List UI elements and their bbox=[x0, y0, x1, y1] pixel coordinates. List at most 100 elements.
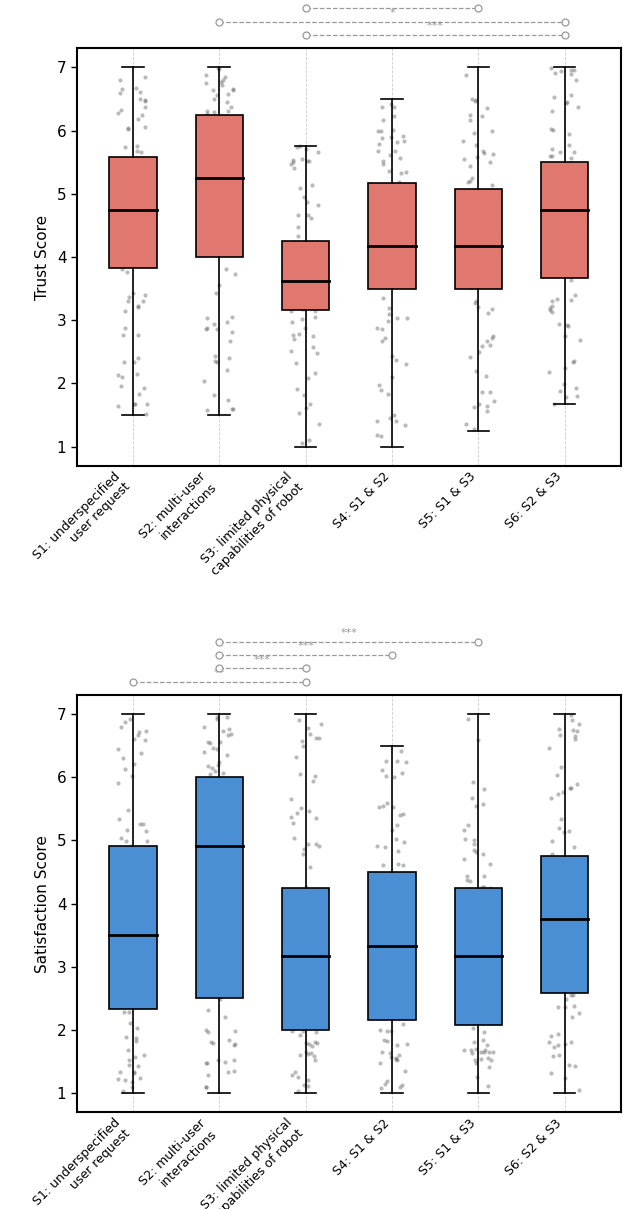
Point bbox=[287, 150, 298, 169]
Point bbox=[208, 965, 218, 984]
Point bbox=[385, 409, 396, 428]
Point bbox=[211, 910, 221, 930]
Point bbox=[304, 260, 314, 279]
Point bbox=[470, 951, 480, 971]
Point bbox=[557, 167, 568, 186]
Point bbox=[203, 941, 213, 960]
Point bbox=[484, 190, 494, 209]
Point bbox=[570, 729, 580, 748]
Point bbox=[113, 1069, 124, 1088]
Point bbox=[223, 391, 233, 410]
Point bbox=[113, 168, 124, 187]
Point bbox=[392, 815, 402, 834]
Point bbox=[394, 866, 404, 885]
Point bbox=[385, 943, 396, 962]
Point bbox=[562, 910, 572, 930]
Point bbox=[555, 141, 565, 161]
Point bbox=[204, 851, 214, 870]
Point bbox=[301, 151, 312, 170]
Point bbox=[294, 967, 305, 987]
Point bbox=[568, 838, 579, 857]
Point bbox=[392, 308, 402, 328]
Point bbox=[216, 202, 226, 221]
Point bbox=[474, 193, 484, 213]
Point bbox=[573, 929, 583, 948]
Point bbox=[119, 353, 129, 372]
Point bbox=[483, 256, 493, 276]
Point bbox=[481, 401, 492, 421]
Text: S6: S2 & S3: S6: S2 & S3 bbox=[504, 1116, 564, 1178]
Point bbox=[114, 183, 124, 202]
Point bbox=[303, 1071, 313, 1091]
Point bbox=[208, 867, 218, 886]
Point bbox=[125, 926, 135, 945]
Text: S1: underspecified
user request: S1: underspecified user request bbox=[30, 470, 133, 572]
Point bbox=[460, 65, 470, 85]
Point bbox=[138, 192, 148, 212]
Point bbox=[483, 1076, 493, 1095]
Point bbox=[548, 169, 558, 189]
Point bbox=[218, 175, 228, 195]
Point bbox=[201, 959, 211, 978]
Point bbox=[467, 253, 477, 272]
Point bbox=[560, 326, 570, 346]
Point bbox=[312, 343, 323, 363]
Point bbox=[136, 903, 147, 922]
Point bbox=[545, 921, 555, 941]
Point bbox=[557, 243, 568, 262]
Point bbox=[293, 226, 303, 245]
Point bbox=[568, 259, 578, 278]
Point bbox=[563, 864, 573, 884]
Point bbox=[140, 117, 150, 137]
Point bbox=[214, 989, 225, 1008]
Point bbox=[301, 192, 312, 212]
Point bbox=[226, 937, 236, 956]
Point bbox=[218, 764, 228, 783]
Point bbox=[374, 1020, 385, 1040]
Point bbox=[487, 924, 497, 943]
Point bbox=[209, 89, 219, 109]
Text: S4: S1 & S2: S4: S1 & S2 bbox=[331, 470, 392, 531]
Point bbox=[548, 120, 558, 139]
Point bbox=[305, 253, 315, 272]
Point bbox=[222, 147, 232, 167]
Point bbox=[564, 201, 574, 220]
Point bbox=[552, 785, 563, 804]
Point bbox=[143, 920, 154, 939]
Point bbox=[401, 752, 411, 771]
Point bbox=[548, 1037, 559, 1057]
Point bbox=[376, 262, 386, 282]
Point bbox=[230, 938, 240, 958]
Point bbox=[460, 236, 470, 255]
Point bbox=[395, 149, 405, 168]
Point bbox=[200, 832, 210, 851]
Point bbox=[222, 92, 232, 111]
Point bbox=[376, 121, 387, 140]
Point bbox=[221, 191, 231, 210]
Point bbox=[377, 1042, 387, 1062]
Point bbox=[394, 1045, 404, 1064]
Point bbox=[128, 973, 138, 993]
Point bbox=[386, 1047, 396, 1066]
Point bbox=[300, 912, 310, 931]
Point bbox=[132, 904, 143, 924]
Text: S3: limited physical
capabilities of robot: S3: limited physical capabilities of rob… bbox=[198, 470, 306, 578]
Point bbox=[116, 254, 127, 273]
Point bbox=[296, 798, 307, 817]
Point bbox=[307, 910, 317, 930]
Point bbox=[228, 881, 238, 901]
Point bbox=[295, 239, 305, 259]
Point bbox=[123, 291, 133, 311]
Point bbox=[468, 202, 478, 221]
Point bbox=[397, 959, 407, 978]
Point bbox=[567, 244, 577, 264]
Point bbox=[392, 970, 402, 989]
Point bbox=[380, 990, 390, 1010]
Point bbox=[122, 152, 132, 172]
Point bbox=[381, 207, 392, 226]
Point bbox=[200, 835, 210, 855]
Point bbox=[563, 317, 573, 336]
Point bbox=[394, 942, 404, 961]
Point bbox=[484, 249, 495, 268]
Point bbox=[388, 106, 399, 126]
